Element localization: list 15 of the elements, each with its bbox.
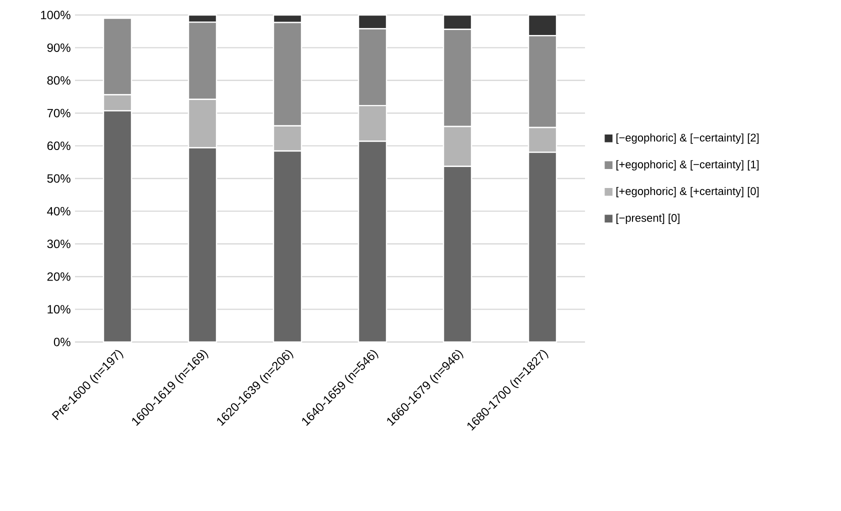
y-tick-label: 0% [54, 338, 70, 346]
y-tick-label: 40% [47, 206, 70, 216]
y-tick-label: 30% [47, 240, 70, 248]
y-tick-label: 80% [47, 76, 70, 85]
legend-label: [−egophoric] & [−certainty] [2] [616, 133, 759, 144]
y-tick-label: 50% [47, 174, 70, 183]
y-tick-label: 60% [47, 142, 70, 150]
legend-label: [+egophoric] & [−certainty] [1] [616, 160, 759, 170]
legend-label: [+egophoric] & [+certainty] [0] [616, 186, 759, 198]
legend-label: [−present] [0] [616, 214, 680, 224]
y-tick-label: 90% [47, 43, 70, 52]
y-tick-label: 100% [41, 10, 70, 20]
y-tick-label: 10% [48, 305, 70, 314]
y-tick-label: 20% [47, 272, 70, 281]
y-tick-label: 70% [47, 108, 70, 118]
